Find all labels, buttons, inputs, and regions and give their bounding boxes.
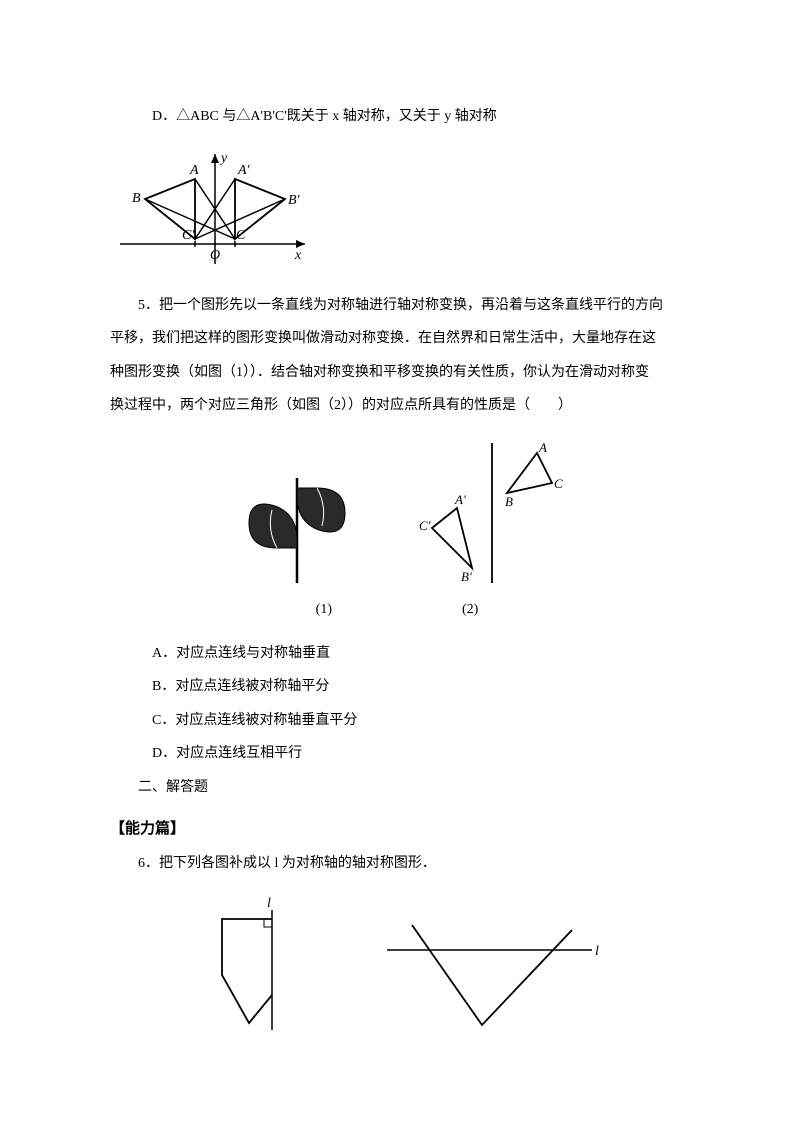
q5-option-a: A．对应点连线与对称轴垂直 (110, 637, 684, 671)
svg-text:C': C' (419, 518, 431, 533)
section-2-head: 二、解答题 (110, 771, 684, 805)
q4-figure: A A' B B' C' C O x y (110, 144, 684, 274)
svg-text:C: C (236, 228, 246, 243)
q4-coordinate-diagram: A A' B B' C' C O x y (110, 144, 320, 274)
q6-text: 6．把下列各图补成以 l 为对称轴的轴对称图形． (110, 847, 684, 881)
q6-figure-right: l (377, 915, 607, 1035)
svg-text:B': B' (288, 193, 301, 208)
q6-figure-left: l (187, 895, 337, 1035)
q5-option-d: D．对应点连线互相平行 (110, 737, 684, 771)
svg-text:B: B (132, 191, 141, 206)
svg-text:A': A' (454, 492, 466, 507)
q5-figure-1-leaf (227, 458, 357, 588)
svg-text:x: x (294, 248, 302, 263)
q5-caption-2: (2) (462, 593, 478, 627)
svg-text:l: l (267, 896, 271, 911)
svg-text:y: y (219, 151, 228, 166)
svg-text:C: C (554, 476, 563, 491)
q5-figures: A C B A' C' B' (110, 438, 684, 588)
svg-text:A: A (538, 440, 547, 455)
q6-figures: l l (110, 895, 684, 1035)
svg-text:C': C' (182, 228, 195, 243)
svg-text:B: B (505, 494, 513, 509)
q5-line1: 5．把一个图形先以一条直线为对称轴进行轴对称变换，再沿着与这条直线平行的方向 (110, 289, 684, 323)
q5-option-c: C．对应点连线被对称轴垂直平分 (110, 704, 684, 738)
q5-figure-2-triangles: A C B A' C' B' (417, 438, 567, 588)
svg-text:A': A' (237, 163, 251, 178)
q5-line4: 换过程中，两个对应三角形（如图（2））的对应点所具有的性质是（ ） (110, 389, 684, 423)
ability-section-head: 【能力篇】 (110, 811, 684, 847)
svg-text:A: A (189, 163, 199, 178)
svg-text:l: l (595, 944, 599, 959)
q5-line3: 种图形变换（如图（1））．结合轴对称变换和平移变换的有关性质，你认为在滑动对称变 (110, 356, 684, 390)
svg-text:O: O (210, 248, 220, 263)
svg-text:B': B' (461, 569, 472, 584)
q5-line2: 平移，我们把这样的图形变换叫做滑动对称变换．在自然界和日常生活中，大量地存在这 (110, 322, 684, 356)
q5-option-b: B．对应点连线被对称轴平分 (110, 670, 684, 704)
q4-option-d: D．△ABC 与△A'B'C'既关于 x 轴对称，又关于 y 轴对称 (110, 100, 684, 134)
q5-figure-captions: (1) (2) (110, 593, 684, 627)
q5-caption-1: (1) (316, 593, 332, 627)
